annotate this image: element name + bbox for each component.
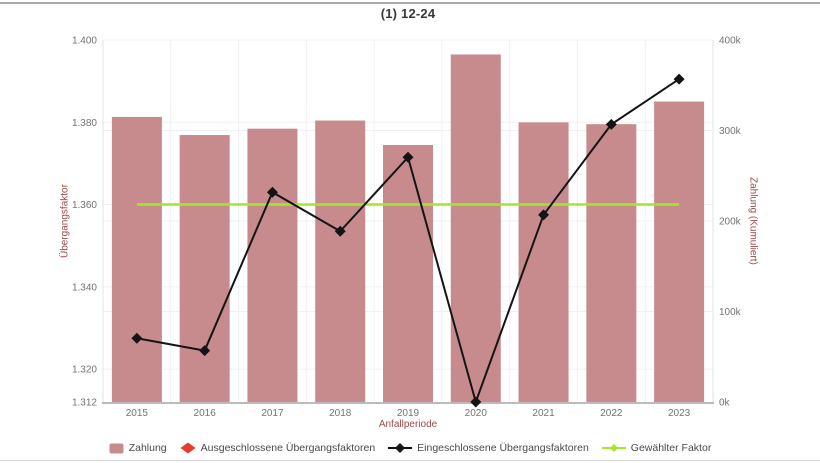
x-tick-label: 2017 bbox=[261, 408, 284, 419]
red-diamond-icon bbox=[180, 442, 196, 454]
x-tick-label: 2018 bbox=[329, 408, 352, 419]
factor-point-2016[interactable] bbox=[199, 345, 211, 357]
y-right-tick-label: 300k bbox=[719, 126, 742, 137]
legend-label: Eingeschlossene Übergangsfaktoren bbox=[417, 442, 589, 454]
legend-item-ausgeschlossene[interactable]: Ausgeschlossene Übergangsfaktoren bbox=[180, 442, 376, 454]
y-left-tick-label: 1.360 bbox=[72, 200, 97, 211]
factor-point-2015[interactable] bbox=[131, 332, 143, 344]
black-line-diamond-icon bbox=[388, 443, 413, 453]
legend-item-gewaehlter-faktor[interactable]: Gewählter Faktor bbox=[601, 442, 712, 454]
bar-2022[interactable] bbox=[586, 124, 637, 402]
bar-2016[interactable] bbox=[179, 135, 230, 402]
legend-item-eingeschlossene[interactable]: Eingeschlossene Übergangsfaktoren bbox=[388, 442, 589, 454]
x-tick-label: 2020 bbox=[465, 408, 488, 419]
x-tick-label: 2021 bbox=[532, 408, 555, 419]
y-left-tick-label: 1.400 bbox=[72, 36, 97, 47]
y-left-tick-label: 1.312 bbox=[72, 398, 97, 409]
bar-2019[interactable] bbox=[383, 144, 433, 403]
legend-label: Zahlung bbox=[128, 442, 167, 454]
factor-point-2021[interactable] bbox=[538, 209, 550, 221]
bottom-divider bbox=[0, 460, 820, 461]
y-right-tick-label: 200k bbox=[719, 217, 742, 228]
y-left-tick-label: 1.380 bbox=[72, 118, 97, 129]
chart-title: (1) 12-24 bbox=[380, 6, 436, 21]
factor-point-2022[interactable] bbox=[605, 118, 617, 130]
legend-label: Gewählter Faktor bbox=[630, 442, 712, 454]
factor-point-2023[interactable] bbox=[673, 73, 685, 85]
legend: Zahlung Ausgeschlossene Übergangsfaktore… bbox=[0, 442, 820, 454]
bar-2015[interactable] bbox=[111, 116, 162, 403]
legend-item-zahlung[interactable]: Zahlung bbox=[109, 442, 167, 454]
y-right-tick-label: 400k bbox=[719, 36, 742, 47]
x-tick-label: 2019 bbox=[397, 408, 420, 419]
x-tick-label: 2023 bbox=[668, 408, 691, 419]
bar-swatch-icon bbox=[109, 443, 124, 453]
legend-label: Ausgeschlossene Übergangsfaktoren bbox=[200, 442, 376, 454]
x-tick-label: 2022 bbox=[600, 408, 623, 419]
green-line-diamond-icon bbox=[601, 444, 626, 452]
y-left-tick-label: 1.340 bbox=[72, 282, 97, 293]
factor-point-2018[interactable] bbox=[334, 225, 346, 237]
bar-2020[interactable] bbox=[450, 54, 501, 402]
y-axis-title-right: Zahlung (Kumuliert) bbox=[747, 177, 759, 265]
bar-2023[interactable] bbox=[654, 101, 705, 402]
y-axis-title-left: Übergangsfaktor bbox=[59, 184, 71, 258]
y-right-tick-label: 100k bbox=[719, 307, 742, 318]
x-tick-label: 2015 bbox=[126, 408, 149, 419]
y-right-tick-label: 0k bbox=[719, 398, 731, 409]
factor-point-2019[interactable] bbox=[402, 151, 414, 163]
factor-point-2017[interactable] bbox=[266, 186, 278, 198]
top-divider bbox=[0, 2, 820, 4]
x-tick-label: 2016 bbox=[194, 408, 217, 419]
bar-2018[interactable] bbox=[315, 120, 366, 403]
x-axis-title: Anfallperiode bbox=[378, 419, 438, 430]
bar-2017[interactable] bbox=[247, 128, 298, 402]
y-left-tick-label: 1.320 bbox=[72, 365, 97, 376]
factor-point-2020[interactable] bbox=[470, 396, 482, 408]
